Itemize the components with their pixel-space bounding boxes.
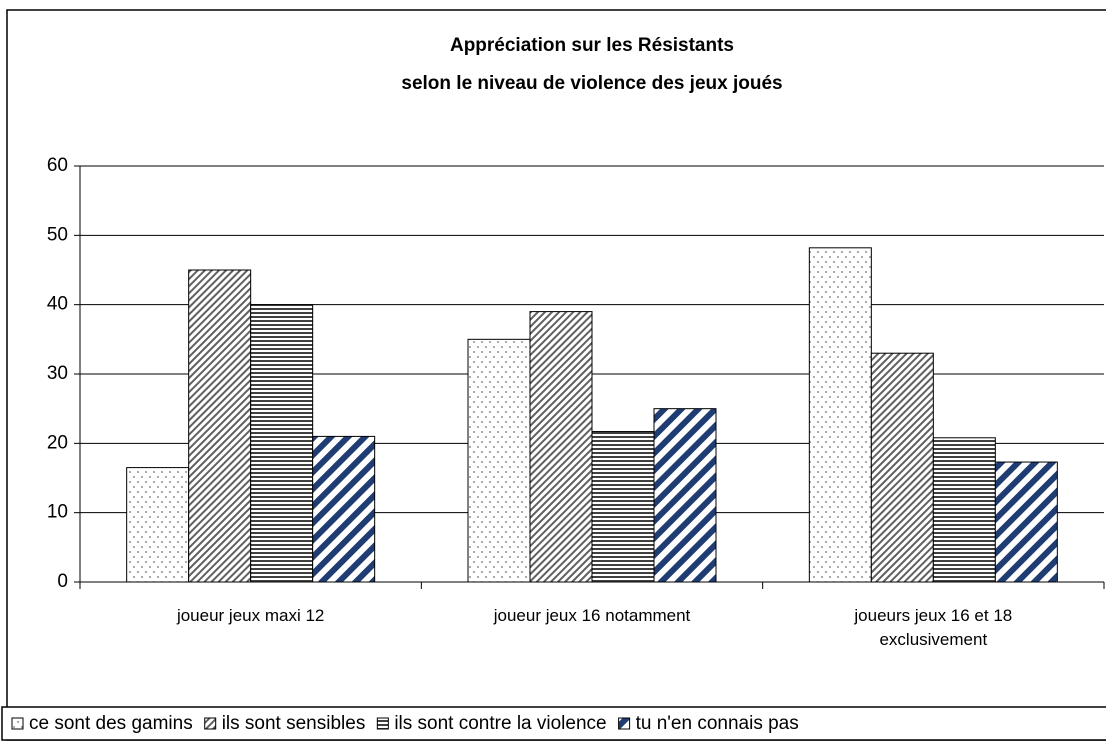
y-tick-label: 40 — [47, 294, 68, 315]
y-tick-label: 60 — [47, 155, 68, 176]
y-tick-label: 30 — [47, 363, 68, 384]
bar — [591, 431, 655, 583]
legend-swatch — [11, 717, 24, 730]
bar — [653, 408, 717, 583]
legend-swatch — [618, 717, 631, 730]
bar — [808, 247, 872, 583]
chart-subtitle: selon le niveau de violence des jeux jou… — [401, 73, 782, 94]
legend-label: tu n'en connais pas — [636, 713, 799, 734]
bar — [994, 461, 1058, 583]
bar — [529, 311, 593, 583]
x-tick-label: joueur jeux maxi 12 — [176, 606, 325, 625]
y-tick-label: 20 — [47, 432, 68, 453]
bar — [870, 352, 934, 583]
bar — [312, 435, 376, 583]
legend-swatch — [376, 717, 389, 730]
x-tick-label: joueurs jeux 16 et 18 exclusivement — [854, 606, 1013, 649]
y-tick-label: 10 — [47, 502, 68, 523]
bar — [250, 304, 314, 583]
legend-label: ils sont contre la violence — [394, 713, 606, 734]
legend-label: ils sont sensibles — [222, 713, 366, 734]
bar — [467, 338, 531, 583]
x-tick-label: joueur jeux 16 notamment — [493, 606, 691, 625]
bar — [188, 269, 252, 583]
y-tick-label: 0 — [57, 571, 68, 592]
legend-label: ce sont des gamins — [29, 713, 193, 734]
bar — [932, 437, 996, 583]
chart-title: Appréciation sur les Résistants — [450, 35, 734, 56]
y-tick-label: 50 — [47, 224, 68, 245]
legend-swatch — [204, 717, 217, 730]
legend-box — [1, 706, 1106, 741]
bar — [126, 467, 190, 583]
